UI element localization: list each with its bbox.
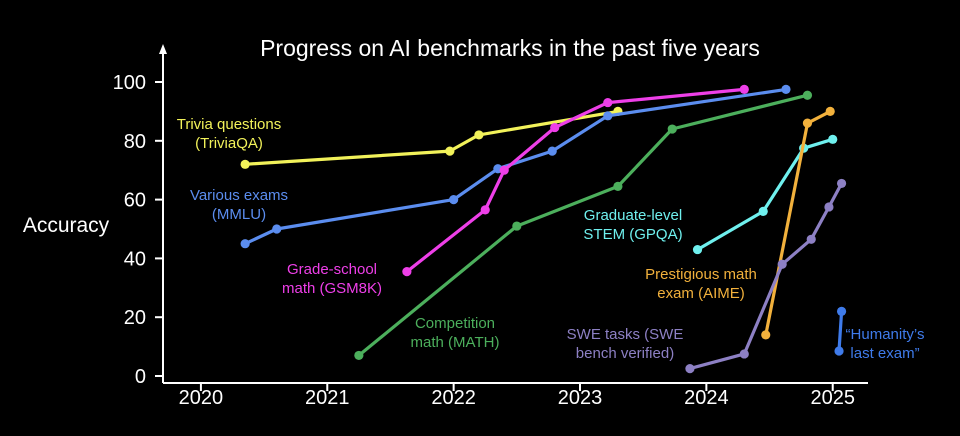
data-point	[739, 84, 749, 94]
series-mmlu	[240, 84, 791, 249]
series-label-triviaqa: Trivia questions (TriviaQA)	[177, 116, 282, 152]
series-label-line: math (MATH)	[411, 334, 500, 351]
data-point	[828, 134, 838, 144]
series-label-line: bench verified)	[576, 345, 674, 362]
x-tick-label: 2020	[179, 387, 224, 409]
x-tick-label: 2022	[431, 387, 476, 409]
data-point	[480, 205, 490, 215]
data-point	[449, 195, 459, 205]
data-point	[834, 346, 844, 356]
data-point	[667, 124, 677, 134]
series-label-line: “Humanity’s	[846, 326, 925, 343]
data-point	[402, 267, 412, 277]
chart-title: Progress on AI benchmarks in the past fi…	[260, 35, 760, 61]
data-point	[685, 364, 695, 374]
data-point	[603, 111, 613, 121]
y-tick-label: 80	[124, 131, 146, 153]
data-point	[512, 221, 522, 231]
series-label-gpqa: Graduate-level STEM (GPQA)	[583, 207, 682, 243]
series-label-aime: Prestigious math exam (AIME)	[645, 266, 757, 302]
series-label-line: exam (AIME)	[657, 285, 745, 302]
data-point	[806, 234, 816, 244]
series-label-line: Prestigious math	[645, 266, 757, 283]
series-label-hle: “Humanity’s last exam”	[846, 326, 925, 362]
series-label-line: (MMLU)	[212, 206, 266, 223]
series-label-line: last exam”	[850, 345, 919, 362]
series-label-swe: SWE tasks (SWE bench verified)	[567, 326, 684, 362]
data-point	[474, 130, 484, 140]
series-swe	[685, 178, 847, 374]
series-label-line: math (GSM8K)	[282, 280, 382, 297]
x-tick-label: 2024	[684, 387, 729, 409]
data-point	[354, 350, 364, 361]
y-tick-label: 0	[135, 366, 146, 388]
data-point	[781, 84, 791, 94]
data-point	[692, 244, 703, 255]
data-point	[613, 181, 623, 191]
series-label-line: SWE tasks (SWE	[567, 326, 684, 343]
data-point	[777, 259, 787, 269]
y-tick-label: 60	[124, 190, 146, 212]
series-label-line: Various exams	[190, 187, 288, 204]
series-math	[354, 90, 813, 361]
data-point	[547, 146, 557, 156]
series-label-math: Competition math (MATH)	[411, 315, 500, 351]
series-hle	[834, 306, 847, 356]
series-line	[695, 137, 835, 252]
axes: 0 20 40 60 80 100 2020 2021 2022 2023 2024 2025	[113, 44, 868, 409]
series-gsm8k	[402, 84, 749, 277]
data-point	[758, 206, 768, 216]
data-point	[240, 159, 250, 169]
data-point	[739, 349, 749, 359]
data-point	[240, 239, 250, 249]
data-point	[499, 165, 509, 175]
series-line	[243, 109, 620, 166]
series-line	[837, 309, 844, 353]
data-point	[272, 224, 282, 234]
data-point	[802, 118, 813, 128]
y-tick-label: 100	[113, 72, 146, 94]
series-labels: Trivia questions (TriviaQA) Various exams (…	[177, 116, 925, 362]
data-point	[445, 146, 455, 156]
series-label-line: Competition	[415, 315, 495, 332]
data-point	[802, 90, 813, 100]
series-layer	[240, 84, 847, 374]
series-label-gsm8k: Grade-school math (GSM8K)	[282, 261, 382, 297]
y-axis-arrow	[159, 44, 167, 54]
x-tick-label: 2023	[558, 387, 603, 409]
series-triviaqa	[240, 106, 623, 169]
data-point	[836, 306, 847, 316]
data-point	[761, 330, 771, 340]
series-label-line: STEM (GPQA)	[583, 226, 682, 243]
y-tick-label: 40	[124, 248, 146, 270]
x-tick-label: 2021	[305, 387, 350, 409]
y-axis-label: Accuracy	[23, 214, 110, 237]
series-label-line: (TriviaQA)	[195, 135, 263, 152]
data-point	[836, 178, 847, 189]
x-tick-label: 2025	[810, 387, 855, 409]
data-point	[603, 97, 613, 108]
series-line	[405, 87, 746, 274]
series-label-line: Graduate-level	[584, 207, 682, 224]
y-tick-label: 20	[124, 307, 146, 329]
series-label-line: Trivia questions	[177, 116, 282, 133]
series-label-mmlu: Various exams (MMLU)	[190, 187, 288, 223]
data-point	[824, 202, 834, 212]
series-label-line: Grade-school	[287, 261, 377, 278]
data-point	[825, 106, 835, 116]
data-point	[550, 122, 560, 133]
